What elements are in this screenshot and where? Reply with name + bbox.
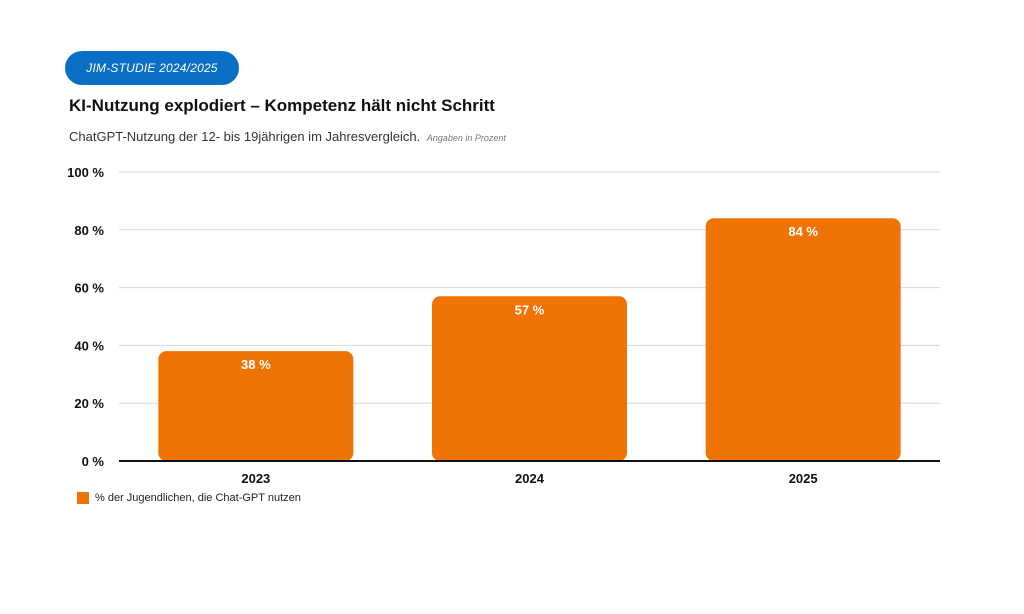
x-tick-label: 2023 — [241, 471, 270, 486]
x-tick-label: 2025 — [789, 471, 818, 486]
subtitle-note: Angaben in Prozent — [426, 133, 506, 143]
bar — [432, 296, 627, 461]
y-tick-label: 20 % — [74, 396, 104, 411]
legend: % der Jugendlichen, die Chat-GPT nutzen — [77, 492, 301, 504]
bar — [705, 218, 901, 461]
y-tick-label: 0 % — [82, 454, 105, 469]
bar-value-label: 38 % — [241, 357, 271, 372]
x-tick-label: 2024 — [515, 471, 545, 486]
chart-subtitle: ChatGPT-Nutzung der 12- bis 19jährigen i… — [69, 129, 506, 144]
bar — [158, 351, 354, 461]
chart-title: KI-Nutzung explodiert – Kompetenz hält n… — [69, 96, 495, 115]
subtitle-text: ChatGPT-Nutzung der 12- bis 19jährigen i… — [69, 129, 421, 144]
y-tick-label: 40 % — [74, 338, 104, 353]
bar-value-label: 57 % — [515, 302, 545, 317]
legend-swatch — [77, 492, 89, 504]
y-tick-label: 60 % — [74, 281, 104, 296]
legend-label: % der Jugendlichen, die Chat-GPT nutzen — [95, 492, 301, 504]
y-tick-label: 80 % — [74, 223, 104, 238]
study-badge: JIM-STUDIE 2024/2025 — [65, 51, 239, 85]
bar-value-label: 84 % — [788, 224, 818, 239]
y-tick-label: 100 % — [67, 165, 104, 180]
